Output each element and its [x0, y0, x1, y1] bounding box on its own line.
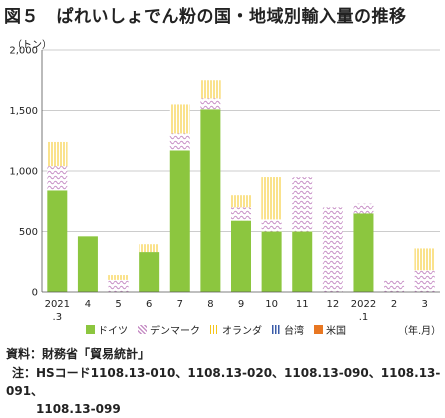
legend-swatch: [138, 325, 147, 334]
x-tick-label: .3: [53, 312, 63, 323]
bar-オランダ: [231, 195, 251, 208]
legend-item: 米国: [314, 322, 346, 337]
y-tick-label: 0: [32, 288, 38, 299]
y-tick-label: 500: [19, 227, 38, 238]
bar-デンマーク: [261, 219, 282, 232]
x-tick-label: 2: [391, 299, 397, 310]
legend-label: オランダ: [222, 326, 262, 337]
chart-title: 図５ ぱれいしょでん粉の国・地域別輸入量の推移: [4, 7, 407, 27]
bar-ドイツ: [231, 220, 251, 292]
note-line-2: 1108.13-099: [36, 402, 121, 416]
x-tick-label: 7: [177, 299, 183, 310]
x-tick-label: 9: [238, 299, 244, 310]
bar-ドイツ: [292, 231, 313, 292]
x-tick-label: .1: [359, 312, 369, 323]
x-axis-unit: （年.月）: [398, 326, 442, 337]
bar-オランダ: [414, 248, 435, 271]
y-axis-unit: （トン）: [12, 40, 52, 51]
legend-item: オランダ: [210, 322, 262, 337]
bar-ドイツ: [200, 109, 221, 292]
bar-ドイツ: [353, 213, 374, 292]
note-prefix: 注：: [11, 366, 36, 380]
bar-デンマーク: [169, 133, 190, 151]
legend-swatch: [272, 325, 281, 334]
bar-オランダ: [169, 104, 190, 134]
chart-legend: ドイツ デンマーク オランダ 台湾 米国: [86, 322, 346, 337]
legend-item: デンマーク: [138, 322, 200, 337]
bar-デンマーク: [231, 207, 251, 221]
note-text: 注：HSコード1108.13-010、1108.13-020、1108.13-0…: [6, 364, 441, 418]
bar-デンマーク: [47, 166, 68, 191]
bar-オランダ: [108, 275, 129, 280]
bar-ドイツ: [47, 190, 68, 292]
x-tick-label: 12: [326, 299, 339, 310]
bar-ドイツ: [261, 231, 282, 292]
bar-オランダ: [200, 80, 221, 99]
x-tick-label: 4: [85, 299, 91, 310]
bar-ドイツ: [169, 150, 190, 292]
bar-デンマーク: [200, 98, 221, 110]
y-tick-label: 1,000: [9, 167, 38, 178]
legend-label: 米国: [326, 326, 346, 337]
x-tick-label: 3: [422, 299, 428, 310]
x-tick-label: 2021: [45, 299, 70, 310]
x-tick-label: 6: [146, 299, 152, 310]
bar-デンマーク: [384, 279, 405, 292]
legend-label: ドイツ: [98, 326, 128, 337]
x-tick-label: 10: [265, 299, 278, 310]
legend-swatch: [314, 325, 323, 334]
legend-swatch: [210, 325, 219, 334]
legend-label: デンマーク: [150, 326, 200, 337]
chart-svg: 0 500 1,000 1,500 2,000 2021 .3 4 5 6 7 8 9 10 11 12 202…: [9, 46, 440, 323]
legend-swatch: [86, 325, 95, 334]
x-tick-label: 5: [115, 299, 121, 310]
x-tick-label: 2022: [351, 299, 376, 310]
legend-label: 台湾: [284, 326, 304, 337]
legend-item: ドイツ: [86, 322, 128, 337]
bar-ドイツ: [77, 236, 98, 292]
y-tick-label: 1,500: [9, 106, 38, 117]
bar-デンマーク: [414, 270, 435, 292]
bar-オランダ: [261, 177, 282, 220]
bar-ドイツ: [139, 252, 160, 292]
note-line-1: HSコード1108.13-010、1108.13-020、1108.13-090…: [6, 366, 441, 398]
bar-オランダ: [139, 244, 160, 253]
x-tick-label: 8: [207, 299, 213, 310]
source-text: 資料：財務省「貿易統計」: [6, 347, 151, 361]
bar-デンマーク: [292, 177, 313, 232]
bar-デンマーク: [353, 203, 374, 214]
y-tick-label: 2,000: [9, 46, 38, 57]
x-tick-label: 11: [296, 299, 309, 310]
bar-デンマーク: [322, 207, 343, 292]
bar-デンマーク: [108, 279, 129, 292]
bar-オランダ: [47, 141, 68, 167]
legend-item: 台湾: [272, 322, 304, 337]
